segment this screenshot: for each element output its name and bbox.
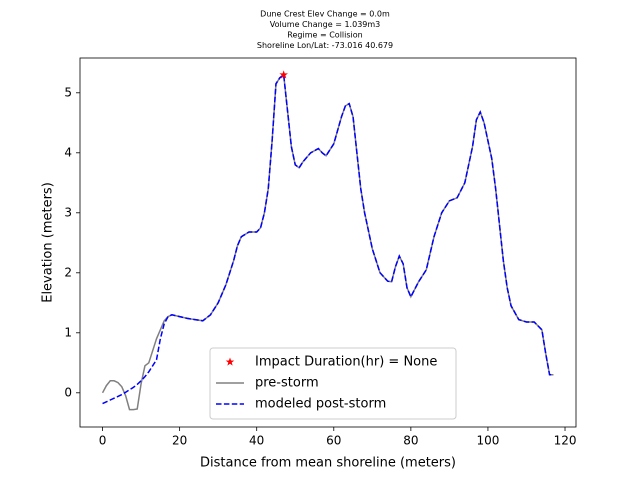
chart-title: Regime = Collision [287, 31, 362, 40]
x-axis-label: Distance from mean shoreline (meters) [200, 456, 456, 471]
axes-frame [79, 57, 577, 428]
y-tick-label: 2 [64, 265, 72, 279]
x-tick-label: 80 [403, 434, 418, 448]
chart-title: Dune Crest Elev Change = 0.0m [260, 10, 390, 19]
x-tick-label: 100 [476, 434, 499, 448]
y-tick-label: 4 [64, 145, 72, 159]
chart-title: Shoreline Lon/Lat: -73.016 40.679 [257, 41, 393, 50]
x-tick-label: 40 [249, 434, 264, 448]
legend-label: pre-storm [255, 376, 319, 391]
legend-marker [225, 357, 235, 366]
x-tick-label: 0 [99, 434, 107, 448]
y-tick-label: 5 [64, 85, 72, 99]
y-axis-label: Elevation (meters) [41, 182, 56, 303]
legend-label: modeled post-storm [255, 397, 386, 412]
y-tick-label: 3 [64, 205, 72, 219]
x-tick-label: 60 [326, 434, 341, 448]
chart-title: Volume Change = 1.039m3 [270, 20, 381, 29]
x-tick-label: 120 [554, 434, 577, 448]
impact-marker [279, 70, 288, 79]
y-tick-label: 0 [64, 385, 72, 399]
x-tick-label: 20 [172, 434, 187, 448]
series-line [102, 73, 554, 405]
legend-box [209, 347, 457, 420]
legend-label: Impact Duration(hr) = None [255, 355, 437, 370]
y-tick-label: 1 [64, 325, 72, 339]
